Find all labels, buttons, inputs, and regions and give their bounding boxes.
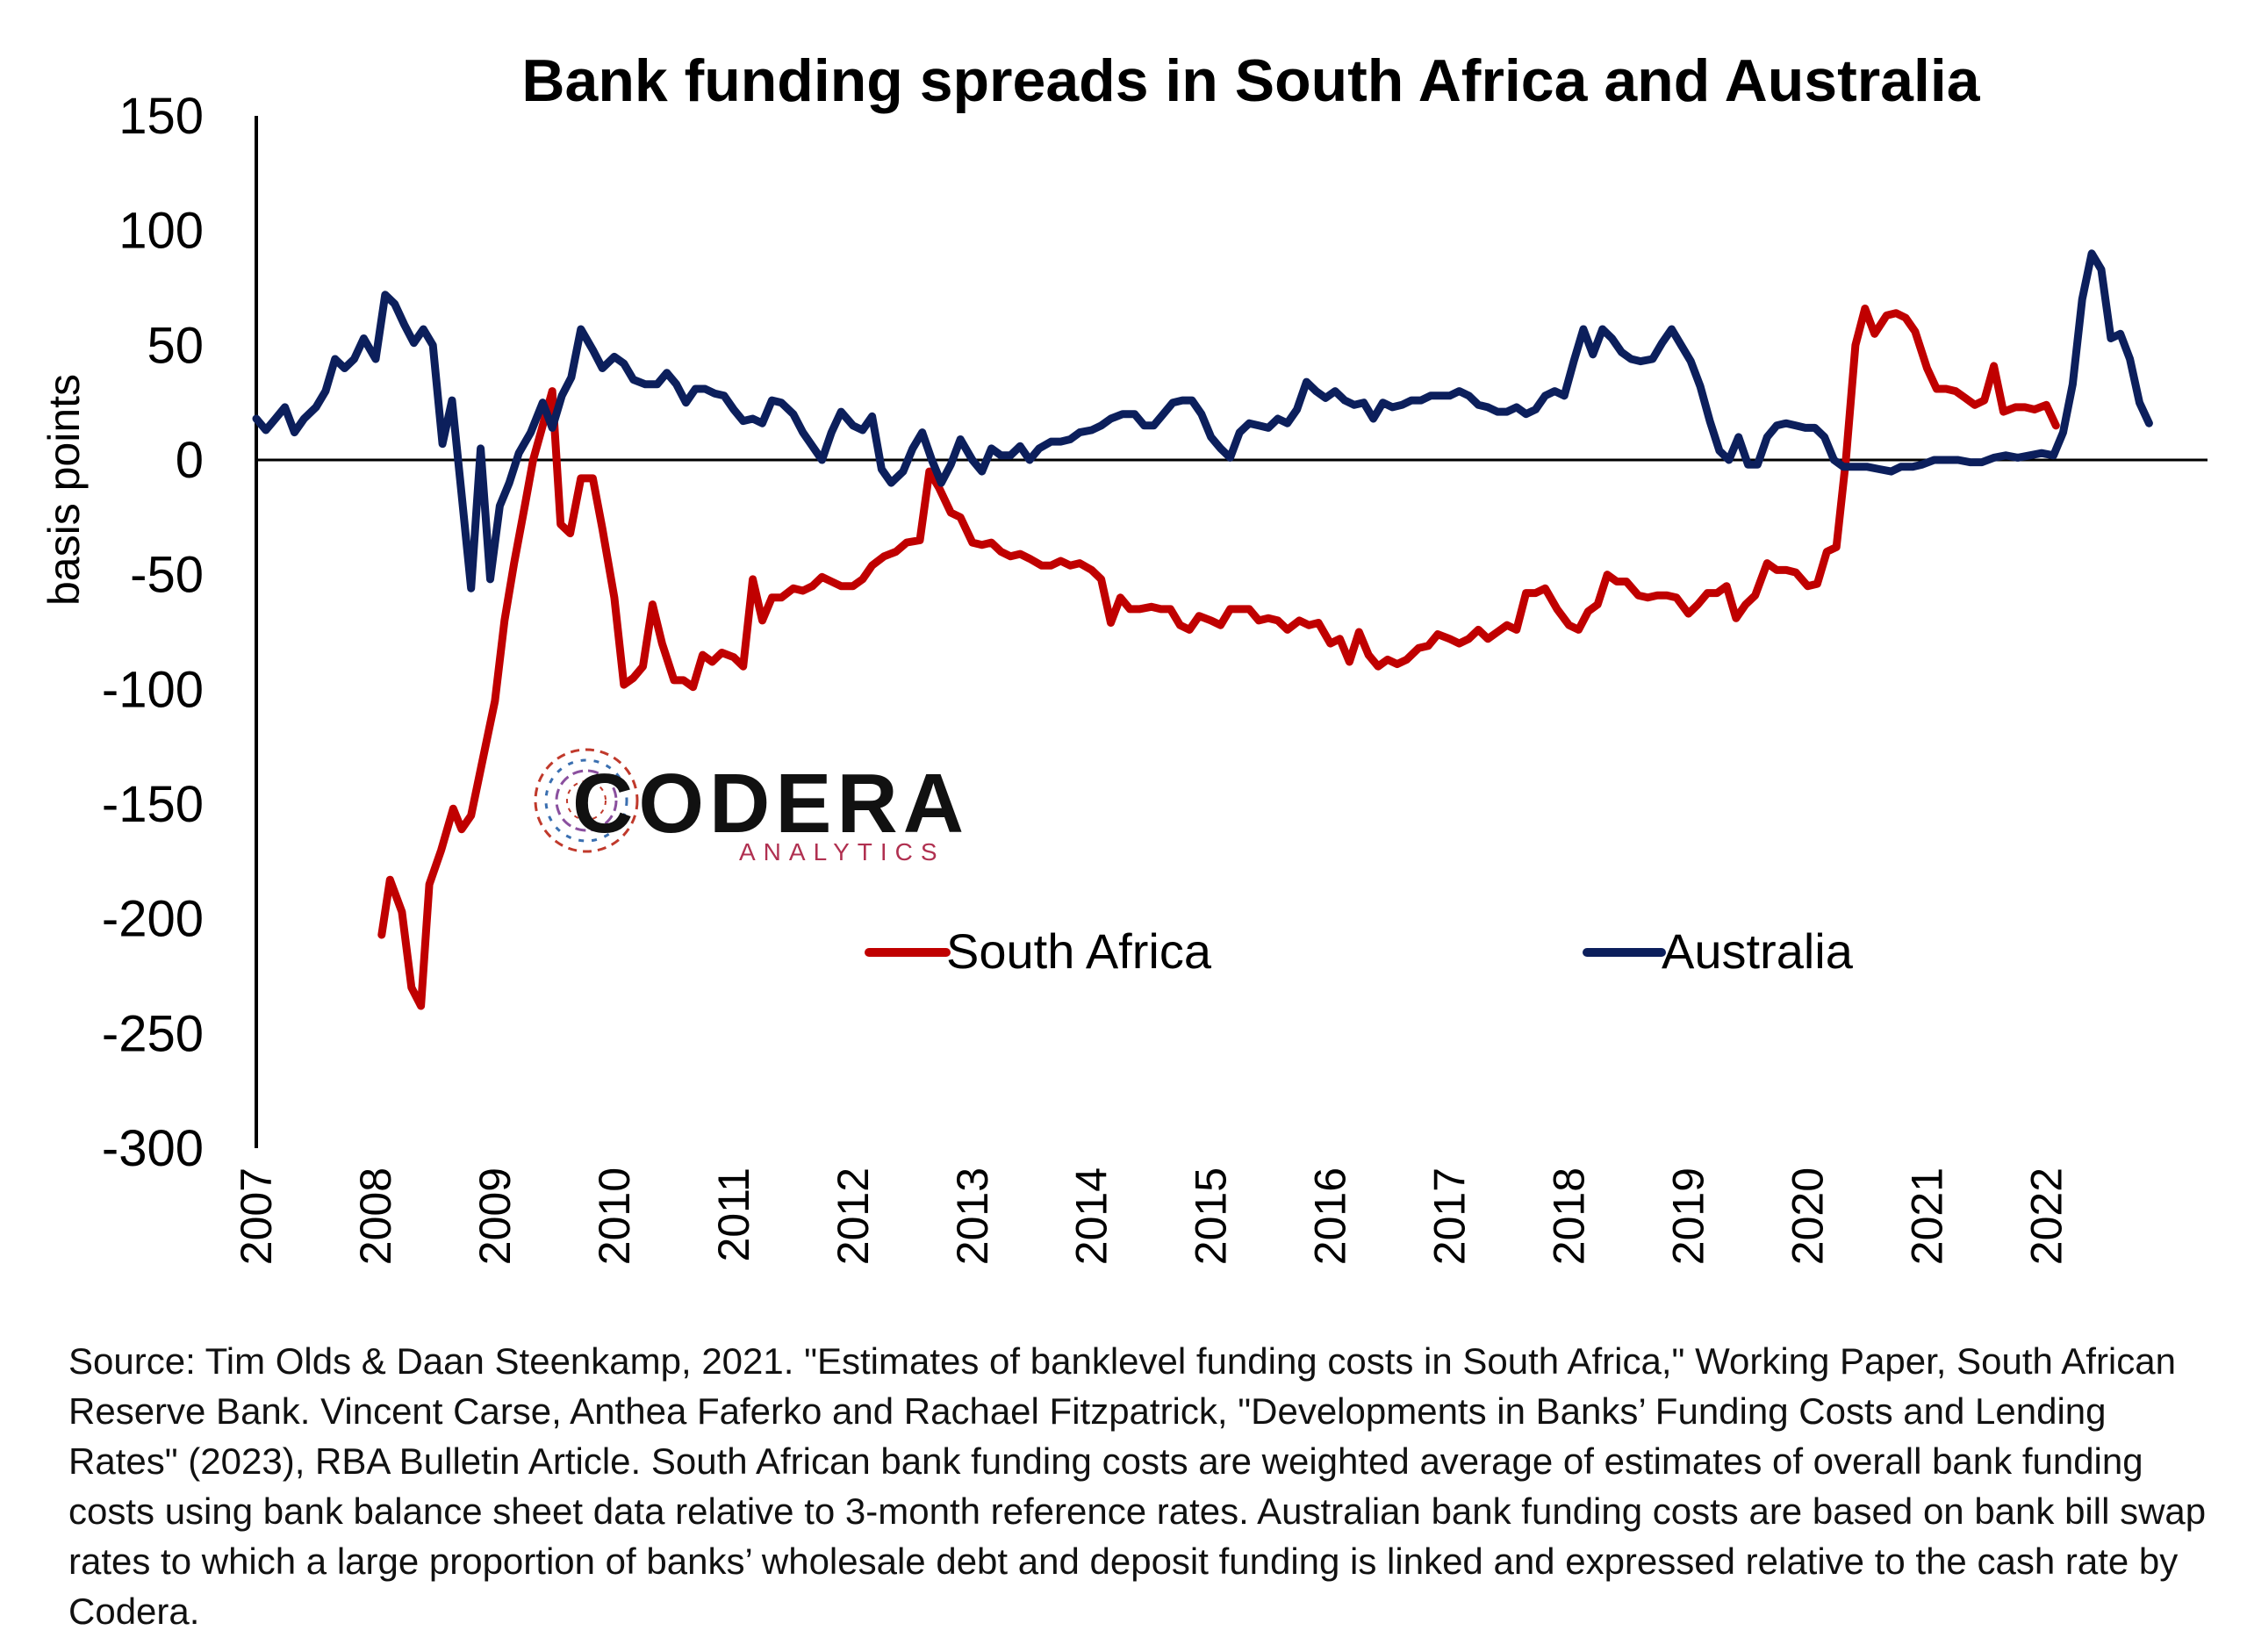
logo-subtitle: ANALYTICS (739, 838, 945, 866)
logo-name: CODERA (572, 757, 969, 851)
y-tick-label: 50 (147, 317, 204, 374)
x-tick-label: 2022 (2021, 1167, 2071, 1265)
y-tick-label: -150 (102, 776, 204, 833)
chart-title: Bank funding spreads in South Africa and… (521, 47, 1980, 114)
chart-area: Bank funding spreads in South Africa and… (39, 47, 2208, 1265)
x-tick-label: 2018 (1545, 1167, 1594, 1265)
x-tick-label: 2010 (590, 1167, 639, 1265)
y-axis-label: basis points (39, 374, 89, 606)
codera-logo: CODERA ANALYTICS (534, 748, 969, 866)
legend-label-south-africa: South Africa (946, 923, 1212, 979)
source-note: Source: Tim Olds & Daan Steenkamp, 2021.… (68, 1340, 2207, 1632)
x-tick-label: 2011 (709, 1167, 758, 1262)
x-tick-label: 2007 (232, 1167, 281, 1265)
y-tick-label: 0 (176, 432, 204, 489)
line-chart: Bank funding spreads in South Africa and… (39, 47, 2208, 1265)
legend-label-australia: Australia (1662, 923, 1854, 979)
series-line-south-africa (377, 305, 2060, 1010)
x-tick-label: 2012 (829, 1167, 878, 1265)
x-tick-label: 2021 (1902, 1167, 1951, 1265)
y-tick-label: -250 (102, 1005, 204, 1062)
y-tick-label: 100 (118, 203, 204, 260)
x-tick-label: 2015 (1187, 1167, 1236, 1265)
logo-circle-icon (534, 748, 639, 853)
x-tick-label: 2020 (1784, 1167, 1833, 1265)
x-tick-label: 2019 (1664, 1167, 1713, 1265)
x-tick-label: 2017 (1425, 1167, 1475, 1265)
series-line-australia (252, 249, 2153, 593)
x-tick-label: 2016 (1306, 1167, 1355, 1265)
y-tick-label: 150 (118, 88, 204, 145)
y-tick-label: -200 (102, 891, 204, 948)
x-tick-label: 2008 (351, 1167, 400, 1265)
x-tick-label: 2013 (948, 1167, 997, 1265)
axes (255, 116, 2208, 1148)
y-tick-label: -100 (102, 661, 204, 718)
y-tick-label: -300 (102, 1120, 204, 1177)
x-tick-labels: 2007 2008 2009 2010 2011 2012 2013 2014 2015 2016… (232, 1167, 2071, 1265)
x-tick-label: 2009 (470, 1167, 520, 1265)
legend: South Africa Australia (865, 923, 1854, 979)
y-tick-label: -50 (130, 547, 204, 604)
x-tick-label: 2014 (1067, 1167, 1116, 1265)
series-lines (252, 249, 2153, 1010)
y-tick-labels: 150 100 50 0 -50 -100 -150 -200 -250 -300 (102, 88, 204, 1177)
